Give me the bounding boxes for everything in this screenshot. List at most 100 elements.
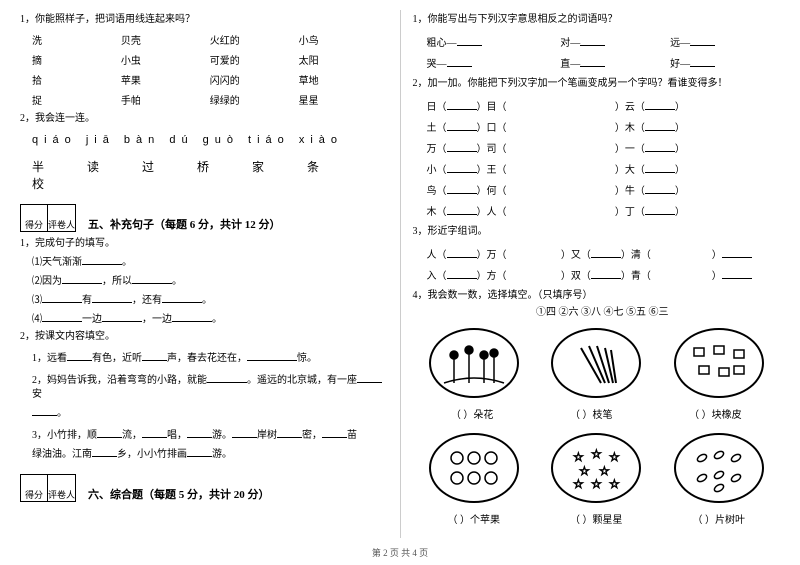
t: ） [712, 271, 722, 282]
blank[interactable] [67, 350, 92, 361]
blank[interactable] [645, 183, 675, 194]
s5q1-body: ⑴天气渐渐。 ⑵因为，所以。 ⑶有，还有。 ⑷一边，一边。 [20, 254, 388, 327]
blank[interactable] [645, 162, 675, 173]
cap[interactable]: （ ）块橡皮 [689, 406, 742, 421]
t: 安 [32, 389, 42, 400]
blank[interactable] [82, 254, 122, 265]
blank[interactable] [580, 56, 605, 67]
t: ）何（ [477, 186, 507, 197]
t: 声，春去花还在， [167, 353, 247, 364]
blank[interactable] [97, 427, 122, 438]
blank[interactable] [42, 311, 82, 322]
c: 绿绿的 [210, 92, 299, 107]
c: 贝壳 [121, 32, 210, 47]
blank[interactable] [232, 427, 257, 438]
blank[interactable] [42, 292, 82, 303]
blank[interactable] [690, 56, 715, 67]
t: 苗 [347, 430, 357, 441]
blank[interactable] [277, 427, 302, 438]
blank[interactable] [247, 350, 272, 361]
blank[interactable] [187, 427, 212, 438]
t: ） [675, 144, 685, 155]
blank[interactable] [722, 247, 752, 258]
blank[interactable] [447, 162, 477, 173]
t: ）云（ [615, 102, 645, 113]
blank[interactable] [447, 204, 477, 215]
t: 哭— [427, 59, 447, 70]
t: ）青（ [621, 271, 651, 282]
blank[interactable] [172, 311, 212, 322]
blank[interactable] [62, 273, 102, 284]
blank[interactable] [92, 292, 132, 303]
c: 火红的 [210, 32, 299, 47]
t: 2，妈妈告诉我，沿着弯弯的小路，就能 [32, 375, 207, 386]
score-box[interactable]: 得分 [20, 474, 48, 502]
blank[interactable] [102, 311, 142, 322]
blank[interactable] [447, 268, 477, 279]
t: 远— [670, 38, 690, 49]
blank[interactable] [580, 35, 605, 46]
t: 木（ [427, 207, 447, 218]
t: 1，远看 [32, 353, 67, 364]
blank[interactable] [207, 372, 247, 383]
c: 拾 [32, 72, 121, 87]
grader-box[interactable]: 评卷人 [48, 474, 76, 502]
blank[interactable] [272, 350, 297, 361]
cap[interactable]: （ ）枝笔 [570, 406, 613, 421]
t: ⑴天气渐渐 [32, 257, 82, 268]
rq2-body: 日（）目（）云（）土（）口（）木（）万（）司（）一（）小（）王（）大（）鸟（）何… [413, 94, 781, 222]
blank[interactable] [92, 446, 117, 457]
blank[interactable] [457, 35, 482, 46]
blank[interactable] [447, 99, 477, 110]
cap[interactable]: （ ）颗星星 [570, 511, 623, 526]
image-row-2: ☆☆☆☆☆☆☆☆ [413, 433, 781, 503]
blank[interactable] [447, 56, 472, 67]
svg-text:☆: ☆ [591, 477, 602, 491]
cap[interactable]: （ ）片树叶 [693, 511, 746, 526]
blank[interactable] [32, 405, 57, 416]
grader-box[interactable]: 评卷人 [48, 204, 76, 232]
t: ） [675, 123, 685, 134]
t: 乡，小小竹排画 [117, 449, 187, 460]
t: 粗心— [427, 38, 457, 49]
erasers-icon [674, 328, 764, 398]
rq4-opts: ①四 ②六 ③八 ④七 ⑤五 ⑥三 [413, 306, 781, 320]
blank[interactable] [645, 120, 675, 131]
t: ⑶ [32, 295, 42, 306]
section6-header: 得分 评卷人 六、综合题（每题 5 分，共计 20 分） [20, 474, 388, 502]
t: ）丁（ [615, 207, 645, 218]
t: ）牛（ [615, 186, 645, 197]
blank[interactable] [645, 99, 675, 110]
t: ⑵因为 [32, 276, 62, 287]
cap[interactable]: （ ）个苹果 [448, 511, 501, 526]
rq2-prompt: 2，加一加。你能把下列汉字加一个笔画变成另一个字吗？看谁变得多！ [413, 77, 781, 91]
blank[interactable] [447, 247, 477, 258]
blank[interactable] [132, 273, 172, 284]
blank[interactable] [447, 141, 477, 152]
t: ）双（ [561, 271, 591, 282]
cap[interactable]: （ ）朵花 [451, 406, 494, 421]
blank[interactable] [591, 247, 621, 258]
blank[interactable] [645, 141, 675, 152]
blank[interactable] [357, 372, 382, 383]
blank[interactable] [162, 292, 202, 303]
blank[interactable] [142, 427, 167, 438]
page-footer: 第 2 页 共 4 页 [0, 546, 800, 559]
blank[interactable] [722, 268, 752, 279]
blank[interactable] [322, 427, 347, 438]
c: 星星 [299, 92, 388, 107]
t: 对— [560, 38, 580, 49]
t: ）一（ [615, 144, 645, 155]
blank[interactable] [690, 35, 715, 46]
blank[interactable] [591, 268, 621, 279]
blank[interactable] [447, 120, 477, 131]
blank[interactable] [187, 446, 212, 457]
t: 3，小竹排，顺 [32, 430, 97, 441]
score-box[interactable]: 得分 [20, 204, 48, 232]
blank[interactable] [142, 350, 167, 361]
caption-row-1: （ ）朵花 （ ）枝笔 （ ）块橡皮 [413, 406, 781, 421]
t: 人（ [427, 250, 447, 261]
svg-text:☆: ☆ [609, 450, 620, 464]
blank[interactable] [447, 183, 477, 194]
blank[interactable] [645, 204, 675, 215]
